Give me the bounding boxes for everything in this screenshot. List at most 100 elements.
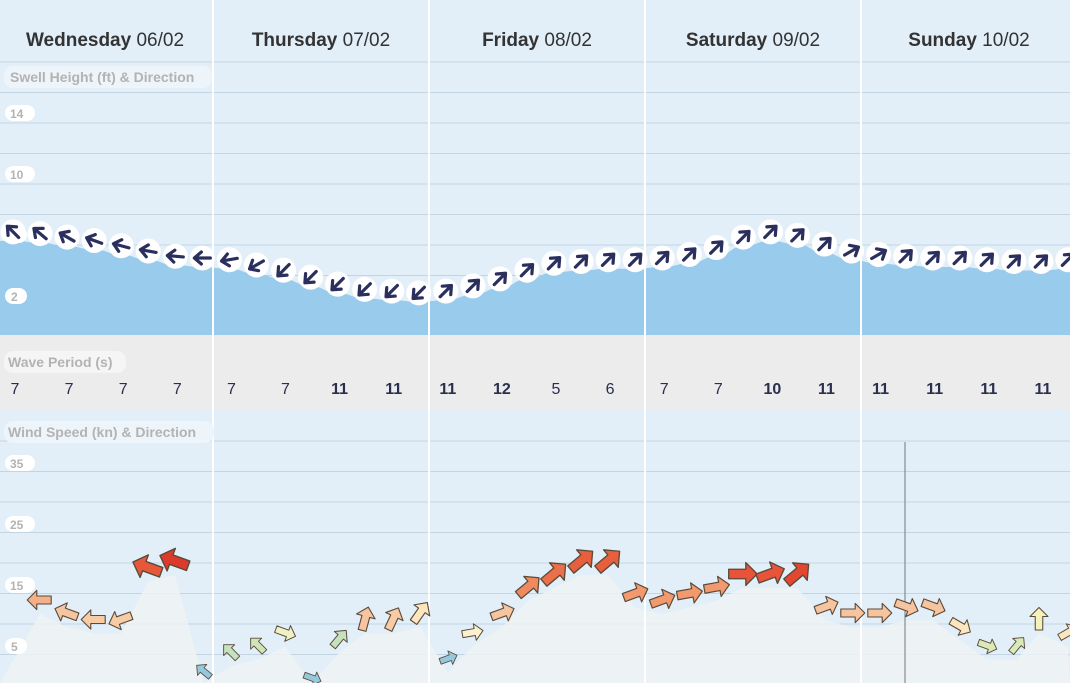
swell-height-area bbox=[0, 240, 1070, 335]
wind-arrow-shape bbox=[840, 602, 866, 624]
wave-period-value: 7 bbox=[119, 381, 128, 398]
swell-title-pill bbox=[4, 66, 212, 88]
wind-arrow-shape bbox=[621, 582, 649, 603]
period-panel-bg bbox=[0, 335, 1070, 410]
swell-arrow-shape bbox=[303, 269, 318, 285]
wave-period-value: 11 bbox=[926, 381, 943, 398]
wind-arrow bbox=[409, 601, 431, 626]
wave-period-value: 7 bbox=[11, 381, 20, 398]
swell-arrow bbox=[920, 245, 946, 271]
swell-arrow bbox=[298, 264, 324, 290]
wind-arrow-shape bbox=[567, 549, 594, 574]
wave-period-value: 7 bbox=[227, 381, 236, 398]
wind-arrow bbox=[1029, 606, 1049, 631]
swell-arrow-shape bbox=[1033, 254, 1049, 269]
swell-tick-label: 14 bbox=[10, 107, 24, 121]
wind-arrow-shape bbox=[1008, 637, 1026, 656]
wind-arrow bbox=[223, 644, 241, 662]
day-header-thursday: Thursday 07/02 bbox=[252, 30, 390, 51]
wind-arrow bbox=[1057, 623, 1070, 641]
swell-arrow bbox=[108, 233, 134, 259]
swell-arrow bbox=[595, 247, 621, 273]
wind-arrow-shape bbox=[540, 562, 567, 587]
swell-arrow-shape bbox=[247, 258, 265, 273]
wind-arrow bbox=[80, 609, 106, 630]
period-section-title: Wave Period (s) bbox=[8, 354, 113, 370]
wind-arrow bbox=[755, 561, 785, 585]
wave-period-value: 11 bbox=[331, 381, 348, 398]
swell-arrow bbox=[352, 276, 378, 302]
swell-arrow-shape bbox=[763, 224, 778, 240]
wave-period-value: 11 bbox=[1034, 381, 1051, 398]
swell-arrow-shape bbox=[627, 252, 643, 267]
swell-tick-label: 2 bbox=[11, 290, 18, 304]
swell-arrow-shape bbox=[330, 276, 345, 292]
wave-period-value: 11 bbox=[980, 381, 997, 398]
wind-tick-pill bbox=[5, 577, 35, 593]
wind-arrow-shape bbox=[867, 602, 893, 624]
wind-arrow-shape bbox=[132, 554, 164, 579]
swell-arrow bbox=[81, 228, 107, 254]
swell-arrow-shape bbox=[111, 238, 131, 253]
wind-arrow bbox=[948, 616, 971, 636]
wave-period-value: 10 bbox=[764, 381, 782, 398]
swell-arrow bbox=[54, 224, 80, 250]
swell-arrow-shape bbox=[192, 250, 212, 266]
wave-period-value: 7 bbox=[65, 381, 74, 398]
swell-arrow-shape bbox=[5, 224, 21, 240]
wind-arrow-shape bbox=[196, 664, 213, 680]
wind-arrow-shape bbox=[80, 609, 106, 630]
wind-arrow bbox=[567, 549, 594, 574]
swell-arrow bbox=[866, 242, 892, 268]
swell-arrow bbox=[622, 247, 648, 273]
wind-arrow bbox=[840, 602, 866, 624]
swell-arrow-shape bbox=[357, 282, 372, 297]
swell-arrow bbox=[568, 248, 594, 274]
swell-arrow bbox=[703, 235, 729, 261]
swell-arrow bbox=[487, 266, 513, 292]
wind-arrow-shape bbox=[302, 671, 322, 683]
wind-arrow bbox=[384, 607, 404, 632]
swell-arrow-shape bbox=[165, 248, 185, 264]
swell-arrow bbox=[406, 280, 432, 306]
wind-arrow-shape bbox=[594, 549, 621, 574]
wind-arrow bbox=[108, 611, 134, 631]
wind-arrow-shape bbox=[813, 595, 839, 615]
swell-arrow bbox=[839, 238, 865, 264]
wave-period-value: 6 bbox=[606, 381, 615, 398]
swell-arrow bbox=[1001, 248, 1027, 274]
swell-arrow-shape bbox=[979, 252, 995, 267]
wind-arrow-shape bbox=[384, 607, 404, 632]
wind-speed-shading bbox=[0, 575, 1070, 683]
period-title-pill bbox=[4, 351, 126, 373]
swell-arrow bbox=[379, 278, 405, 304]
wind-arrow-shape bbox=[409, 601, 431, 626]
wind-title-pill bbox=[4, 421, 214, 443]
wind-arrow bbox=[250, 637, 268, 655]
wind-shading-area bbox=[0, 575, 1070, 683]
swell-tick-pill bbox=[5, 166, 35, 182]
wind-arrow bbox=[26, 589, 52, 611]
wind-direction-arrows bbox=[26, 547, 1070, 683]
swell-arrow-shape bbox=[573, 254, 589, 269]
swell-arrow-shape bbox=[465, 278, 481, 294]
wind-arrow-shape bbox=[223, 644, 241, 662]
wind-arrow-shape bbox=[1029, 606, 1049, 631]
swell-arrow bbox=[189, 245, 215, 271]
swell-arrow-shape bbox=[870, 247, 888, 261]
wave-period-value: 11 bbox=[818, 381, 835, 398]
wind-arrow-shape bbox=[728, 561, 758, 587]
swell-arrow bbox=[649, 245, 675, 271]
swell-arrow-shape bbox=[736, 229, 751, 245]
wave-period-values: 7 7 7 7 7 7 11 11 11 12 5 6 7 7 10 11 11 11 11 11 bbox=[11, 381, 1052, 398]
swell-arrow-shape bbox=[276, 262, 291, 278]
swell-arrow-shape bbox=[32, 226, 48, 241]
wave-period-value: 7 bbox=[660, 381, 669, 398]
swell-arrow bbox=[947, 245, 973, 271]
wind-arrow-shape bbox=[920, 598, 946, 618]
wind-arrow bbox=[920, 598, 946, 618]
wind-arrow bbox=[274, 625, 297, 642]
wave-period-value: 5 bbox=[552, 381, 561, 398]
swell-tick-pill bbox=[5, 288, 27, 304]
